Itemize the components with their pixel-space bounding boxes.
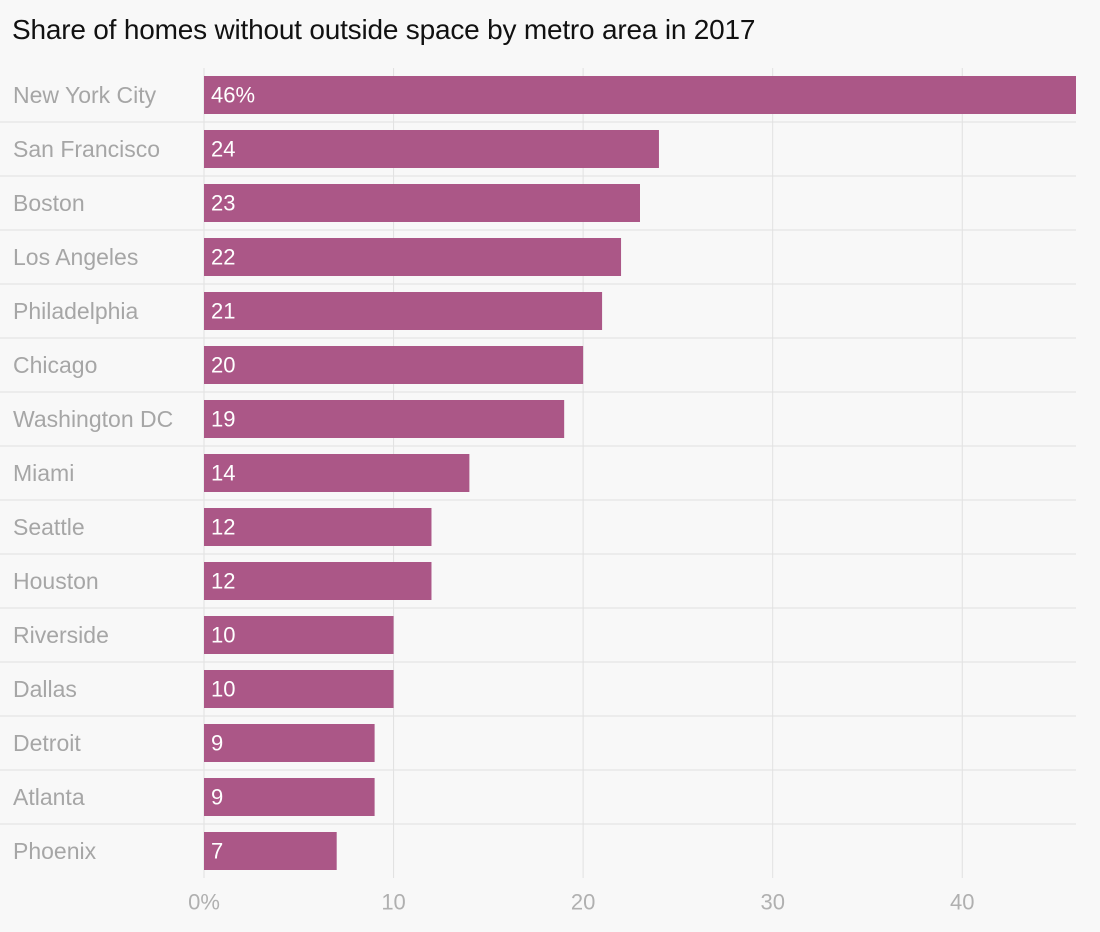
bar: [204, 778, 375, 816]
bar: [204, 616, 394, 654]
bar: [204, 670, 394, 708]
data-label: 23: [211, 191, 235, 216]
category-label: Seattle: [13, 514, 85, 540]
data-label: 12: [211, 569, 235, 594]
bar: [204, 832, 337, 870]
x-tick-label: 0%: [188, 890, 220, 915]
bar: [204, 400, 565, 438]
data-label: 7: [211, 839, 223, 864]
data-label: 9: [211, 785, 223, 810]
data-label: 21: [211, 299, 235, 324]
bar: [204, 562, 432, 600]
x-tick-label: 30: [760, 890, 784, 915]
category-label: Chicago: [13, 352, 97, 378]
data-label: 46%: [211, 83, 255, 108]
bar: [204, 292, 603, 330]
data-label: 14: [211, 461, 235, 486]
x-tick-label: 40: [950, 890, 974, 915]
data-label: 22: [211, 245, 235, 270]
category-label: Philadelphia: [13, 298, 139, 324]
x-tick-label: 20: [571, 890, 595, 915]
category-label: Houston: [13, 568, 99, 594]
category-label: Dallas: [13, 676, 77, 702]
data-label: 10: [211, 623, 235, 648]
category-label: Boston: [13, 190, 85, 216]
bar: [204, 508, 432, 546]
category-label: Washington DC: [13, 406, 173, 432]
data-label: 10: [211, 677, 235, 702]
data-label: 19: [211, 407, 235, 432]
chart-title: Share of homes without outside space by …: [12, 14, 756, 45]
category-label: Detroit: [13, 730, 81, 756]
bar: [204, 76, 1076, 114]
data-label: 24: [211, 137, 235, 162]
bar: [204, 238, 622, 276]
bar: [204, 184, 640, 222]
category-label: Riverside: [13, 622, 109, 648]
bar: [204, 454, 470, 492]
category-label: New York City: [13, 82, 157, 108]
category-label: San Francisco: [13, 136, 160, 162]
bar: [204, 346, 584, 384]
category-label: Los Angeles: [13, 244, 138, 270]
data-label: 12: [211, 515, 235, 540]
bar: [204, 130, 659, 168]
category-label: Miami: [13, 460, 74, 486]
data-label: 20: [211, 353, 235, 378]
category-label: Phoenix: [13, 838, 97, 864]
bar: [204, 724, 375, 762]
x-tick-label: 10: [381, 890, 405, 915]
data-label: 9: [211, 731, 223, 756]
category-label: Atlanta: [13, 784, 85, 810]
